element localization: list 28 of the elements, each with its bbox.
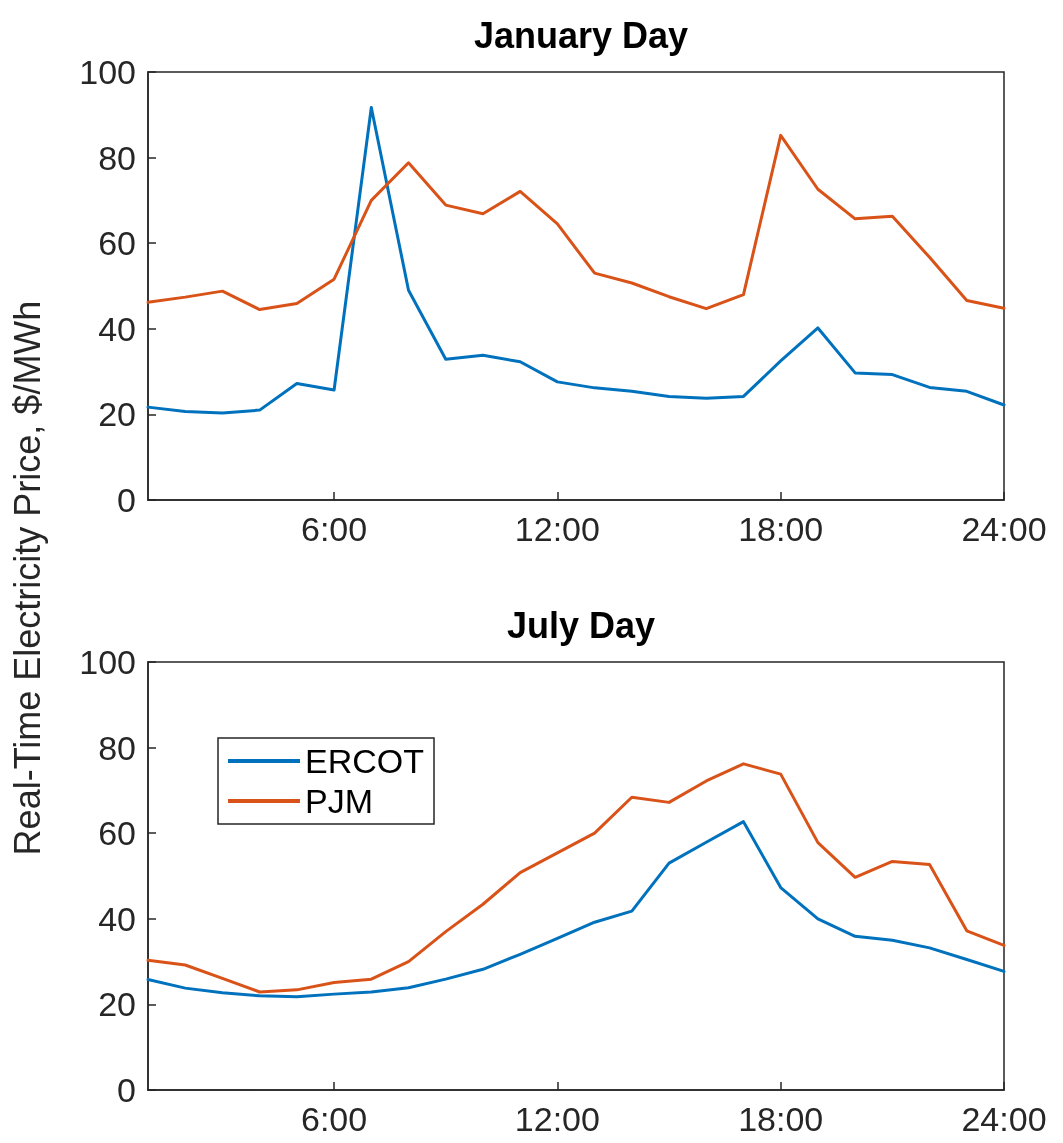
y-tick-label: 60 <box>98 814 136 853</box>
y-tick-label: 0 <box>117 481 136 519</box>
x-tick-label: 18:00 <box>738 1100 824 1138</box>
x-tick-label: 24:00 <box>961 510 1047 548</box>
chart-title: July Day <box>506 604 656 646</box>
y-tick-label: 100 <box>79 53 136 91</box>
y-tick-label: 40 <box>98 899 136 938</box>
y-tick-label: 80 <box>98 138 136 177</box>
x-tick-label: 6:00 <box>300 1100 368 1138</box>
y-tick-label: 20 <box>98 985 136 1024</box>
x-tick-label: 18:00 <box>738 510 824 548</box>
chart-title: January Day <box>473 14 689 56</box>
y-tick-label: 0 <box>117 1071 136 1109</box>
y-tick-label: 20 <box>98 395 136 434</box>
x-tick-label: 12:00 <box>514 1100 600 1138</box>
y-tick-label: 100 <box>79 643 136 681</box>
y-tick-label: 60 <box>98 224 136 263</box>
line-series <box>146 133 1006 312</box>
line-series <box>146 820 1006 999</box>
y-tick-label: 80 <box>98 728 136 767</box>
x-tick-label: 12:00 <box>514 510 600 548</box>
x-tick-label: 24:00 <box>961 1100 1047 1138</box>
legend-label: PJM <box>305 782 373 820</box>
y-axis-title: Real-Time Electricity Price, $/MWh <box>7 300 49 856</box>
line-series <box>146 106 1006 415</box>
y-tick-label: 40 <box>98 309 136 348</box>
legend-label: ERCOT <box>305 742 424 780</box>
x-tick-label: 6:00 <box>300 510 368 548</box>
